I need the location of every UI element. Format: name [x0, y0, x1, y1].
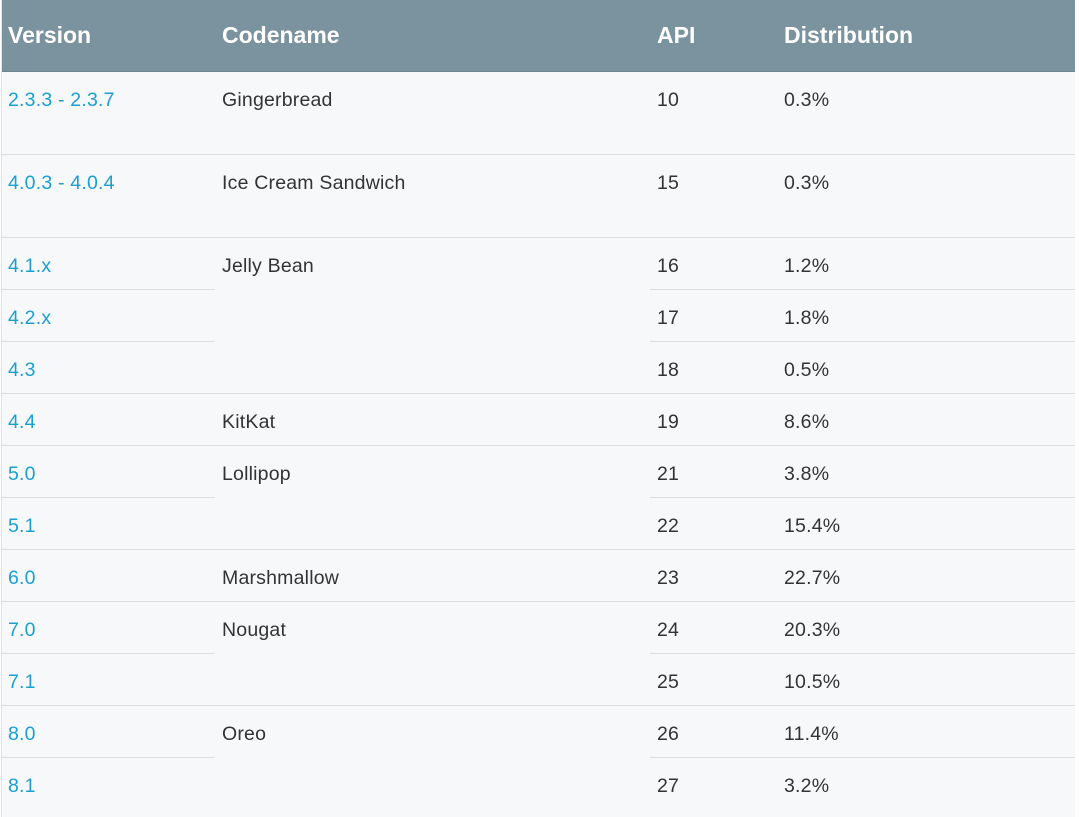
api-cell: 24 — [650, 601, 777, 654]
table-row: 5.0 Lollipop 21 3.8% — [2, 445, 1075, 550]
table-row: 5.1 22 15.4% — [2, 497, 1075, 550]
header-codename[interactable]: Codename — [215, 0, 650, 72]
table-row: 7.1 25 10.5% — [2, 653, 1075, 706]
api-cell: 19 — [650, 393, 777, 446]
api-cell: 21 — [650, 445, 777, 498]
version-link[interactable]: 7.0 — [2, 601, 215, 654]
version-link[interactable]: 4.2.x — [2, 289, 215, 342]
codename-cell: KitKat — [215, 393, 650, 446]
codename-cell: Gingerbread — [222, 89, 333, 111]
table-row: 8.0 Oreo 26 11.4% — [2, 705, 1075, 810]
codename-cell: Oreo — [215, 705, 650, 810]
table-header: Version Codename API Distribution — [2, 0, 1075, 72]
codename-cell: Nougat — [215, 601, 650, 706]
version-link[interactable]: 8.1 — [2, 757, 215, 810]
distribution-cell: 10.5% — [777, 653, 1075, 706]
table-row: 4.3 18 0.5% — [2, 341, 1075, 394]
api-cell: 22 — [650, 497, 777, 550]
version-link[interactable]: 6.0 — [2, 549, 215, 602]
version-link[interactable]: 4.0.3 - 4.0.4 — [2, 154, 215, 238]
version-link[interactable]: 4.3 — [2, 341, 215, 394]
distribution-cell: 1.2% — [777, 237, 1075, 290]
header-distribution[interactable]: Distribution — [777, 0, 1075, 72]
api-cell: 15 — [650, 154, 777, 238]
distribution-cell: 11.4% — [777, 705, 1075, 758]
distribution-cell: 22.7% — [777, 549, 1075, 602]
distribution-cell: 0.3% — [784, 89, 830, 111]
api-cell: 17 — [650, 289, 777, 342]
version-link[interactable]: 5.1 — [2, 497, 215, 550]
api-cell: 18 — [650, 341, 777, 394]
distribution-cell: 8.6% — [777, 393, 1075, 446]
distribution-cell: 0.3% — [777, 154, 1075, 238]
distribution-cell: 3.2% — [777, 757, 1075, 810]
table-row: 6.0 Marshmallow 23 22.7% — [2, 549, 1075, 602]
header-version[interactable]: Version — [2, 0, 215, 72]
distribution-cell: 0.5% — [777, 341, 1075, 394]
table-header-row: Version Codename API Distribution — [2, 0, 1075, 72]
distribution-cell: 15.4% — [777, 497, 1075, 550]
table-row: 4.4 KitKat 19 8.6% — [2, 393, 1075, 446]
table-row: 4.1.x Jelly Bean 16 1.2% — [2, 237, 1075, 394]
codename-cell: Marshmallow — [215, 549, 650, 602]
distribution-cell: 20.3% — [777, 601, 1075, 654]
table-row: 2.3.3 - 2.3.7 Gingerbread 10 0.3% — [2, 72, 1075, 155]
table-row: 7.0 Nougat 24 20.3% — [2, 601, 1075, 706]
api-cell: 23 — [650, 549, 777, 602]
version-link[interactable]: 5.0 — [2, 445, 215, 498]
table-row: 4.0.3 - 4.0.4 Ice Cream Sandwich 15 0.3% — [2, 154, 1075, 238]
distribution-cell: 3.8% — [777, 445, 1075, 498]
codename-cell: Ice Cream Sandwich — [215, 154, 650, 238]
codename-cell: Jelly Bean — [215, 237, 650, 394]
version-link[interactable]: 2.3.3 - 2.3.7 — [8, 89, 115, 111]
api-cell: 26 — [650, 705, 777, 758]
api-cell: 10 — [657, 89, 680, 111]
api-cell: 16 — [650, 237, 777, 290]
version-link[interactable]: 7.1 — [2, 653, 215, 706]
api-cell: 25 — [650, 653, 777, 706]
distribution-cell: 1.8% — [777, 289, 1075, 342]
header-api[interactable]: API — [650, 0, 777, 72]
table-row: 4.2.x 17 1.8% — [2, 289, 1075, 342]
api-cell: 27 — [650, 757, 777, 810]
version-link[interactable]: 4.1.x — [2, 237, 215, 290]
codename-cell: Lollipop — [215, 445, 650, 550]
table-row: 8.1 27 3.2% — [2, 757, 1075, 810]
version-link[interactable]: 4.4 — [2, 393, 215, 446]
version-link[interactable]: 8.0 — [2, 705, 215, 758]
table-body: 2.3.3 - 2.3.7 Gingerbread 10 0.3% 4.0.3 … — [2, 72, 1075, 810]
